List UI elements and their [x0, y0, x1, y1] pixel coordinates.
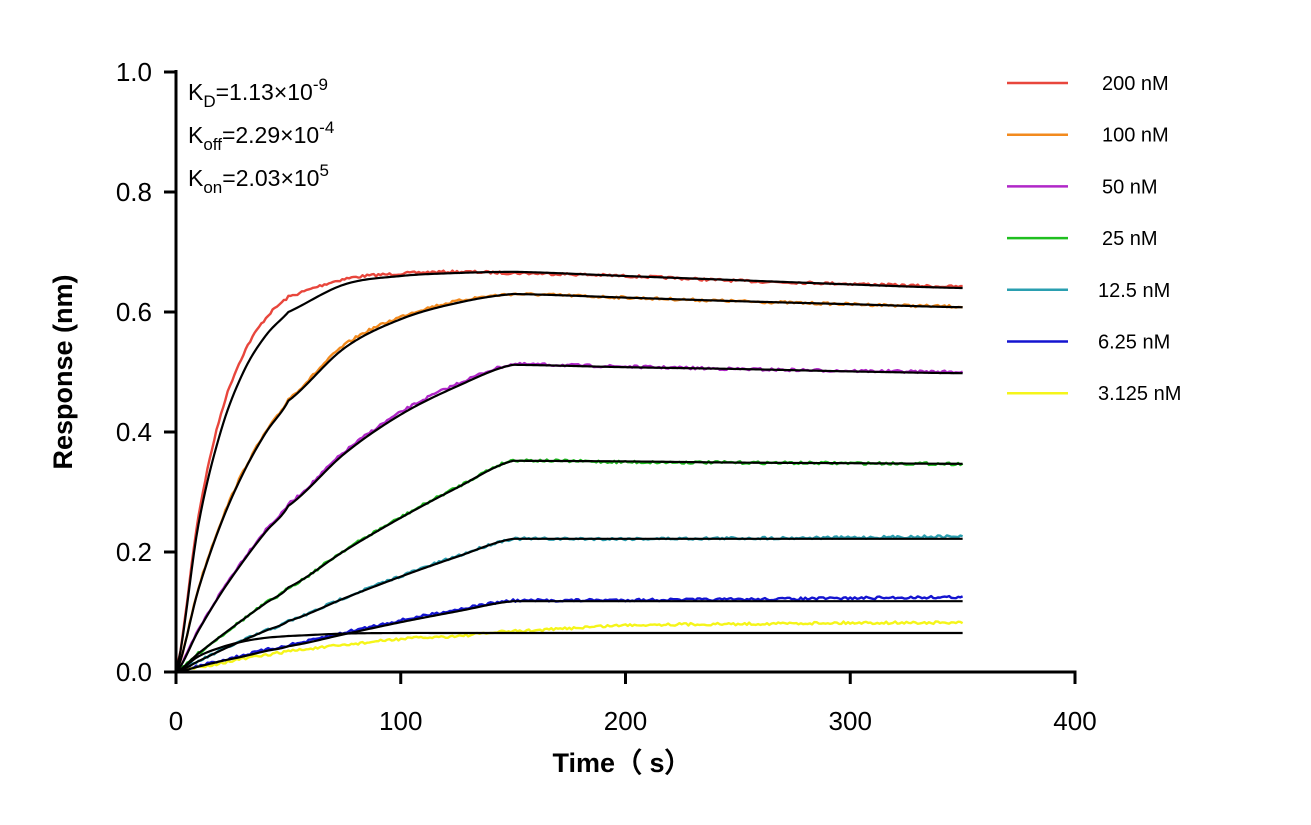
legend-item: 3.125 nM — [1007, 383, 1181, 405]
legend-item: 6.25 nM — [1007, 332, 1170, 354]
x-tick-label: 200 — [604, 706, 647, 736]
kinetic-constant-off: Koff=2.29×10-4 — [188, 118, 334, 154]
fit-curve-6.25-nm — [175, 600, 963, 674]
legend-label: 6.25 nM — [1098, 332, 1170, 354]
fit-curve-50-nm — [175, 363, 963, 673]
measured-curve-25-nm — [175, 458, 964, 674]
fit-curve-25-nm — [175, 459, 963, 673]
legend-item: 25 nM — [1007, 228, 1158, 250]
y-tick-label: 0.8 — [116, 177, 152, 207]
legend-item: 200 nM — [1007, 73, 1169, 95]
legend-label: 25 nM — [1102, 228, 1158, 250]
measured-curve-50-nm — [175, 361, 964, 673]
measured-curve-100-nm — [174, 292, 963, 673]
y-tick-label: 1.0 — [116, 57, 152, 87]
y-tick-label: 0.2 — [116, 537, 152, 567]
legend-label: 12.5 nM — [1098, 280, 1170, 302]
measured-curve-200-nm — [174, 269, 963, 673]
legend-item: 50 nM — [1007, 176, 1158, 198]
fit-curve-200-nm — [174, 270, 963, 673]
fit-curve-3.125-nm — [175, 631, 963, 674]
x-tick-label: 0 — [169, 706, 183, 736]
plot-lines — [174, 269, 964, 674]
x-axis-label: Time（ s） — [552, 748, 691, 778]
legend-label: 50 nM — [1102, 176, 1158, 198]
y-tick-label: 0.0 — [116, 657, 152, 687]
x-tick-label: 100 — [379, 706, 422, 736]
y-tick-label: 0.4 — [116, 417, 152, 447]
x-tick-label: 300 — [829, 706, 872, 736]
kinetic-constant-on: Kon=2.03×105 — [188, 161, 329, 197]
legend-item: 100 nM — [1007, 125, 1169, 147]
measured-curve-3.125-nm — [175, 620, 964, 674]
legend-label: 100 nM — [1102, 125, 1169, 147]
legend-item: 12.5 nM — [1007, 280, 1170, 302]
fit-curve-100-nm — [174, 292, 963, 673]
ticks: 0 100 200 300 400 0.0 0.2 0.4 0.6 0.8 1.0 — [116, 57, 1097, 736]
measured-curve-12.5-nm — [175, 534, 963, 674]
legend-label: 3.125 nM — [1098, 383, 1181, 405]
x-tick-label: 400 — [1053, 706, 1096, 736]
fit-curve-12.5-nm — [175, 537, 963, 674]
kinetic-constant-D: KD=1.13×10-9 — [188, 75, 328, 111]
legend-label: 200 nM — [1102, 73, 1169, 95]
y-tick-label: 0.6 — [116, 297, 152, 327]
legend: 200 nM 100 nM 50 nM 25 nM 12.5 nM 6.25 nM 3.12… — [1007, 73, 1181, 405]
y-axis-label: Response (nm) — [48, 274, 78, 469]
kinetic-constants: KD=1.13×10-9 Koff=2.29×10-4 Kon=2.03×105 — [188, 75, 334, 197]
